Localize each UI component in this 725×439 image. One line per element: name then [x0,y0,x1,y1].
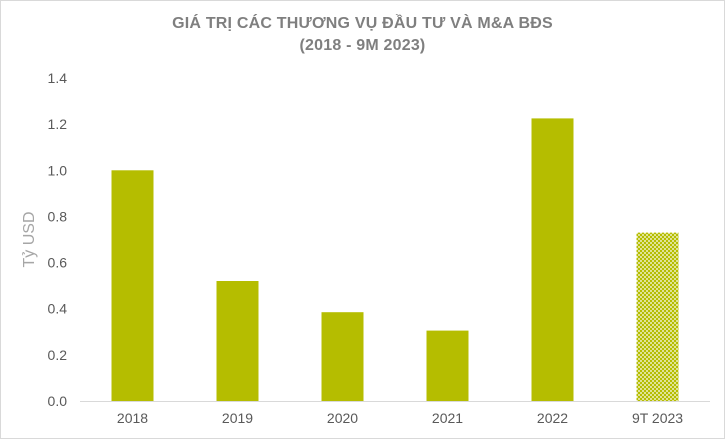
y-tick-label: 0.4 [48,301,68,317]
x-tick-label: 2021 [432,410,463,426]
y-tick-label: 0.8 [48,208,68,224]
y-axis-label: Tỷ USD [21,212,38,268]
x-tick-label: 2022 [537,410,568,426]
bar-9t-2023 [636,232,679,401]
y-tick-label: 0.0 [48,393,68,409]
x-tick-label: 2020 [327,410,358,426]
y-tick-label: 1.4 [48,70,68,86]
bar-2019 [216,281,259,401]
bar-2018 [111,170,154,401]
x-tick-label: 2019 [222,410,253,426]
y-tick-label: 1.0 [48,162,68,178]
bar-2022 [531,118,574,402]
y-tick-label: 1.2 [48,116,68,132]
y-tick-label: 0.2 [48,347,68,363]
y-tick-label: 0.6 [48,255,68,271]
chart-title: GIÁ TRỊ CÁC THƯƠNG VỤ ĐẦU TƯ VÀ M&A BĐS [172,15,553,32]
chart-subtitle: (2018 - 9M 2023) [299,37,426,54]
x-tick-label: 9T 2023 [632,410,683,426]
bar-2020 [321,312,364,401]
bar-2021 [426,330,469,401]
x-tick-label: 2018 [117,410,148,426]
